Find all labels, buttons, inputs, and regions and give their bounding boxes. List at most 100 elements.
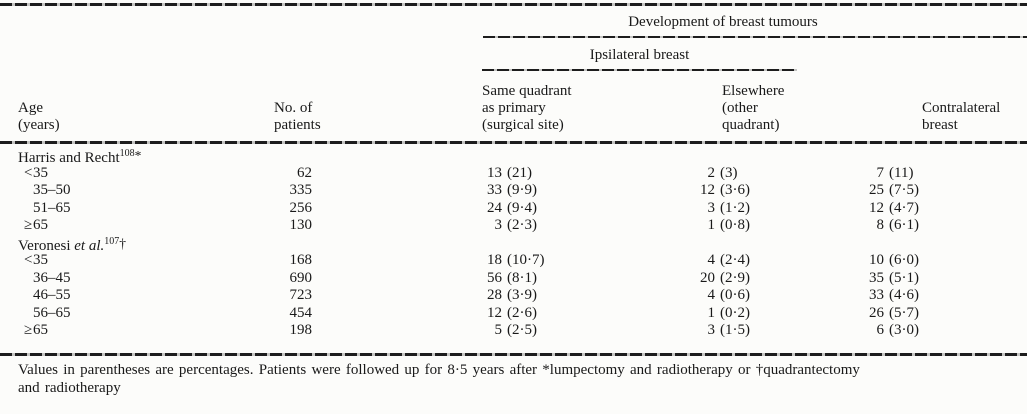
table-row: <35 62 13 (21) 2 (3) 7 (11) [0, 165, 1027, 183]
column-header-elsewhere-line3: quadrant) [722, 117, 780, 133]
elsewhere-percent: (0·8) [720, 217, 750, 233]
same-quadrant-percent: (9·4) [507, 199, 537, 216]
same-quadrant-percent: (2·5) [507, 322, 537, 338]
same-quadrant-percent: (3·9) [507, 287, 537, 303]
column-header-elsewhere: Elsewhere (other quadrant) [722, 83, 784, 134]
cell-patients: 723 [218, 287, 478, 305]
same-quadrant-count: 13 [487, 164, 502, 181]
column-header-contralateral: Contralateral breast [922, 100, 1000, 134]
cell-patients: 130 [218, 217, 478, 235]
patients-count: 168 [289, 252, 313, 268]
column-header-age-line1: Age [18, 100, 43, 116]
cell-same-quadrant: 33 (9·9) [478, 182, 700, 200]
cell-contralateral: 10 (6·0) [860, 252, 1027, 270]
elsewhere-count: 4 [707, 287, 716, 303]
contralateral-count: 7 [876, 164, 885, 181]
cell-contralateral: 33 (4·6) [860, 287, 1027, 305]
column-header-contralateral-line2: breast [922, 117, 958, 133]
section-header-row-veronesi: Veronesi et al.107† [0, 235, 1027, 256]
same-quadrant-count: 33 [487, 182, 502, 198]
cell-elsewhere: 3 (1·2) [700, 200, 860, 218]
cell-contralateral: 26 (5·7) [860, 305, 1027, 323]
table-body: Harris and Recht108* <35 62 13 (21) 2 (3) … [0, 147, 1027, 340]
cell-patients: 454 [218, 305, 478, 323]
age-value: 46–55 [33, 287, 71, 303]
cell-age: 36–45 [0, 270, 218, 288]
elsewhere-percent: (0·2) [720, 304, 750, 321]
cell-contralateral: 25 (7·5) [860, 182, 1027, 200]
same-quadrant-count: 24 [487, 199, 502, 216]
elsewhere-count: 3 [707, 322, 716, 338]
same-quadrant-count: 5 [494, 322, 503, 338]
elsewhere-count: 20 [700, 269, 715, 286]
elsewhere-count: 3 [707, 199, 716, 216]
ipsilateral-group-rule [482, 69, 797, 71]
cell-elsewhere: 3 (1·5) [700, 322, 860, 340]
age-prefix: ≥ [24, 217, 33, 233]
column-header-patients-line2: patients [274, 117, 321, 133]
cell-patients: 256 [218, 200, 478, 218]
patients-count: 62 [297, 164, 312, 181]
elsewhere-count: 2 [707, 164, 716, 181]
header-bottom-rule [0, 141, 1027, 144]
cell-patients: 62 [218, 165, 478, 183]
patients-count: 256 [289, 199, 313, 216]
patients-count: 335 [289, 182, 313, 198]
contralateral-percent: (5·7) [889, 304, 919, 321]
age-value: 65 [33, 217, 48, 233]
elsewhere-percent: (2·9) [720, 269, 750, 286]
cell-same-quadrant: 28 (3·9) [478, 287, 700, 305]
cell-same-quadrant: 12 (2·6) [478, 305, 700, 323]
age-value: 51–65 [33, 199, 71, 216]
contralateral-percent: (4·6) [889, 287, 919, 303]
column-header-elsewhere-line2: (other [722, 100, 758, 116]
column-header-age-line2: (years) [18, 117, 60, 133]
footnote-line1: Values in parentheses are percentages. P… [18, 362, 860, 378]
age-value: 36–45 [33, 269, 71, 286]
age-prefix: ≥ [24, 322, 33, 338]
contralateral-percent: (3·0) [889, 322, 919, 338]
contralateral-percent: (6·0) [889, 252, 919, 268]
same-quadrant-count: 12 [487, 304, 502, 321]
contralateral-count: 25 [869, 182, 884, 198]
patients-count: 723 [289, 287, 313, 303]
age-value: 56–65 [33, 304, 71, 321]
contralateral-percent: (4·7) [889, 199, 919, 216]
cell-elsewhere: 1 (0·2) [700, 305, 860, 323]
study-name-italic: et al. [74, 237, 105, 254]
age-value: 35 [33, 164, 48, 181]
table-row: <35 168 18 (10·7) 4 (2·4) 10 (6·0) [0, 252, 1027, 270]
same-quadrant-count: 56 [487, 269, 502, 286]
column-header-elsewhere-line1: Elsewhere [722, 83, 785, 99]
table-row: 35–50 335 33 (9·9) 12 (3·6) 25 (7·5) [0, 182, 1027, 200]
cell-age: <35 [0, 165, 218, 183]
age-value: 65 [33, 322, 48, 338]
table-row: 36–45 690 56 (8·1) 20 (2·9) 35 (5·1) [0, 270, 1027, 288]
column-header-patients: No. of patients [274, 100, 321, 134]
study-label-harris: Harris and Recht108* [0, 147, 1027, 168]
column-header-same-quadrant-line2: as primary [482, 100, 546, 116]
cell-same-quadrant: 13 (21) [478, 165, 700, 183]
patients-count: 198 [289, 322, 313, 338]
group-header-ipsilateral: Ipsilateral breast [589, 47, 690, 63]
study-label-veronesi: Veronesi et al.107† [0, 235, 1027, 256]
same-quadrant-percent: (21) [507, 164, 532, 181]
same-quadrant-count: 3 [494, 217, 503, 233]
elsewhere-percent: (2·4) [720, 252, 750, 268]
contralateral-percent: (11) [889, 164, 914, 181]
elsewhere-count: 1 [707, 304, 716, 321]
cell-age: ≥65 [0, 217, 218, 235]
cell-contralateral: 12 (4·7) [860, 200, 1027, 218]
table-row: ≥65 130 3 (2·3) 1 (0·8) 8 (6·1) [0, 217, 1027, 235]
same-quadrant-count: 28 [487, 287, 502, 303]
same-quadrant-count: 18 [487, 252, 502, 268]
table-footnote: Values in parentheses are percentages. P… [18, 362, 1020, 397]
reference-superscript: 108 [119, 148, 135, 159]
table-row: 46–55 723 28 (3·9) 4 (0·6) 33 (4·6) [0, 287, 1027, 305]
cell-contralateral: 8 (6·1) [860, 217, 1027, 235]
same-quadrant-percent: (10·7) [507, 252, 545, 268]
cell-elsewhere: 12 (3·6) [700, 182, 860, 200]
patients-count: 454 [289, 304, 313, 321]
group-header-development: Development of breast tumours [628, 14, 818, 30]
